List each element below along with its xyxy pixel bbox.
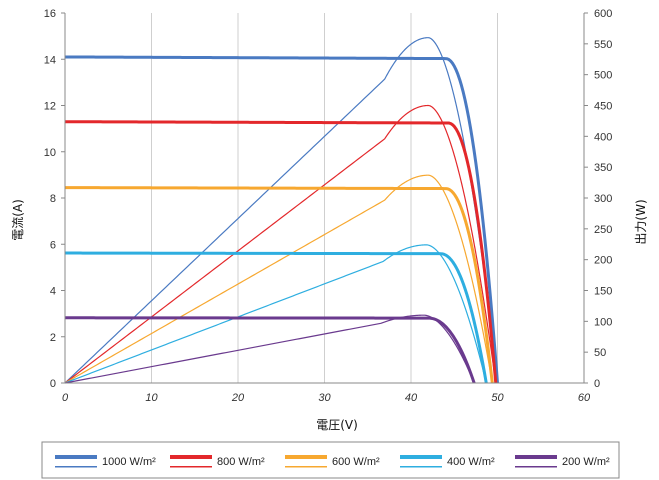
legend-swatch-power-4 [515,466,557,468]
current-curve-3 [65,251,488,384]
y-left-tick-label: 12 [44,101,56,113]
y-right-tick-label: 150 [594,286,612,298]
x-axis-title: 電圧(V) [316,418,358,432]
y-right-tick-label: 250 [594,224,612,236]
current-curve-0 [64,55,499,384]
power-curve-3 [64,244,487,384]
legend-swatch-power-3 [400,466,442,468]
legend-box [41,441,620,479]
y-left-tick-label: 0 [50,378,56,390]
x-tick-label: 0 [62,392,69,404]
y-right-tick-label: 350 [594,162,612,174]
y-right-tick-label: 0 [594,378,600,390]
y-left-tick-label: 2 [50,332,56,344]
legend-label-2: 600 W/m² [332,456,380,468]
legend-swatch-current-4 [515,455,557,459]
power-curve-2 [64,174,493,384]
y-right-tick-label: 300 [594,193,612,205]
y-right-tick-label: 200 [594,255,612,267]
legend-swatch-current-3 [400,455,442,459]
legend: 1000 W/m² 800 W/m² 600 W/m² 400 W/m² 200 W/m… [41,441,620,479]
axes [61,12,588,384]
y-left-axis-title: 電流(A) [11,199,25,241]
current-curve-2 [64,186,494,384]
curves [64,37,499,384]
legend-label-1: 800 W/m² [217,456,265,468]
y-right-tick-label: 400 [594,131,612,143]
tick-labels: 0 10 20 30 40 50 60024681012141605010015020025… [44,8,613,404]
power-curve-0 [64,37,499,384]
y-left-tick-label: 14 [44,54,56,66]
power-curve-1 [64,104,497,384]
grid-lines [151,13,585,383]
y-left-tick-label: 4 [50,286,56,298]
legend-swatch-current-0 [55,455,97,459]
x-tick-label: 50 [491,392,504,404]
x-tick-label: 30 [318,392,331,404]
legend-swatch-power-2 [285,466,327,468]
y-left-tick-label: 16 [44,8,56,20]
x-tick-label: 60 [578,392,591,404]
y-left-tick-label: 6 [50,239,56,251]
y-right-tick-label: 100 [594,316,612,328]
current-curve-4 [65,316,476,384]
y-right-tick-label: 600 [594,8,612,20]
y-right-tick-label: 450 [594,101,612,113]
legend-label-4: 200 W/m² [562,456,610,468]
power-curve-4 [64,314,475,384]
legend-swatch-power-0 [55,466,97,468]
legend-label-0: 1000 W/m² [102,456,156,468]
y-left-tick-label: 10 [44,147,56,159]
x-tick-label: 40 [405,392,418,404]
y-right-axis-title: 出力(W) [634,199,648,244]
y-left-tick-label: 8 [50,193,56,205]
legend-label-3: 400 W/m² [447,456,495,468]
legend-swatch-power-1 [170,466,212,468]
legend-swatch-current-1 [170,455,212,459]
y-right-tick-label: 550 [594,39,612,51]
y-right-tick-label: 50 [594,347,606,359]
x-tick-label: 10 [145,392,158,404]
current-curve-1 [65,120,498,384]
legend-swatch-current-2 [285,455,327,459]
x-tick-label: 20 [231,392,245,404]
y-right-tick-label: 500 [594,70,612,82]
